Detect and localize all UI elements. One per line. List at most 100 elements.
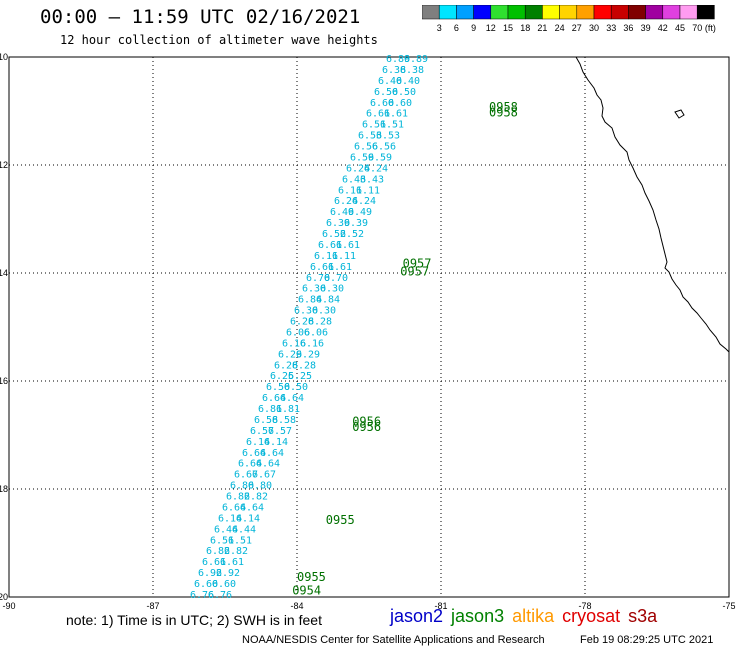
- latitude-tick-label: -18: [0, 484, 8, 494]
- mission-legend-cryosat: cryosat: [562, 606, 621, 626]
- map-frame: [8, 56, 730, 598]
- longitude-tick-label: -90: [2, 601, 15, 611]
- pass-time-label: 0954: [292, 583, 321, 597]
- longitude-tick-label: -78: [578, 601, 591, 611]
- wave-height-value: 6.56: [354, 142, 378, 153]
- footer-note: note: 1) Time is in UTC; 2) SWH is in fe…: [66, 612, 322, 628]
- wave-height-value: 6.59: [350, 152, 374, 163]
- colorbar-tick-label: 45: [675, 23, 685, 33]
- generation-timestamp: Feb 19 08:29:25 UTC 2021: [580, 634, 714, 646]
- wave-height-value: 6.61: [366, 109, 390, 120]
- wave-height-value: 6.67: [234, 470, 258, 481]
- coastline: [575, 56, 730, 353]
- wave-height-value: 6.50: [392, 87, 416, 98]
- wave-height-value: 6.61: [336, 240, 360, 251]
- mission-legend-jason3: jason3: [451, 606, 505, 626]
- colorbar-tick-label: 18: [520, 23, 530, 33]
- wave-height-value: 6.64: [260, 448, 284, 459]
- wave-height-value: 6.64: [238, 459, 262, 470]
- mission-legend-jason2: jason2: [390, 606, 444, 626]
- wave-height-value: 6.61: [328, 262, 352, 273]
- wave-height-value: 6.67: [252, 470, 276, 481]
- latitude-tick-label: -20: [0, 592, 8, 602]
- wave-height-value: 6.28: [292, 360, 316, 371]
- wave-height-value: 6.52: [340, 229, 364, 240]
- wave-height-value: 6.64: [242, 448, 266, 459]
- wave-height-value: 6.60: [388, 98, 412, 109]
- wave-height-value: 6.64: [222, 502, 246, 513]
- colorbar-tick-label: 12: [486, 23, 496, 33]
- wave-height-value: 6.84: [298, 295, 322, 306]
- wave-height-value: 6.61: [220, 557, 244, 568]
- wave-height-value: 6.52: [322, 229, 346, 240]
- wave-height-value: 6.81: [258, 404, 282, 415]
- colorbar-tick-label: 3: [437, 23, 442, 33]
- wave-height-value: 6.14: [264, 437, 288, 448]
- wave-height-value: 6.30: [294, 306, 318, 317]
- wave-height-value: 6.82: [224, 546, 248, 557]
- wave-height-value: 6.59: [368, 152, 392, 163]
- pass-time-label: 0957: [403, 257, 432, 271]
- wave-height-value: 6.24: [364, 163, 388, 174]
- credit-line: NOAA/NESDIS Center for Satellite Applica…: [242, 634, 545, 646]
- wave-height-value: 6.44: [214, 524, 238, 535]
- wave-height-value: 6.16: [300, 338, 324, 349]
- wave-height-value: 6.64: [280, 393, 304, 404]
- wave-height-value: 6.28: [290, 317, 314, 328]
- wave-height-value: 6.50: [374, 87, 398, 98]
- wave-height-value: 6.81: [276, 404, 300, 415]
- wave-height-value: 6.84: [316, 295, 340, 306]
- pass-time-label: 0958: [489, 105, 518, 119]
- wave-height-value: 6.29: [296, 349, 320, 360]
- wave-height-value: 6.64: [262, 393, 286, 404]
- wave-height-value: 6.92: [216, 568, 240, 579]
- latitude-tick-label: -16: [0, 376, 8, 386]
- longitude-tick-label: -87: [146, 601, 159, 611]
- wave-height-value: 6.30: [302, 284, 326, 295]
- wave-height-value: 6.70: [324, 273, 348, 284]
- colorbar-tick-label: 30: [589, 23, 599, 33]
- wave-height-value: 6.39: [326, 218, 350, 229]
- colorbar-tick-label: 36: [623, 23, 633, 33]
- wave-height-value: 6.29: [278, 349, 302, 360]
- wave-height-value: 6.49: [348, 207, 372, 218]
- wave-height-value: 6.11: [314, 251, 338, 262]
- wave-height-colorbar: 3 6 9 12 15 18 21 24 27 30 33 36 39 42 45 70 (ft): [422, 5, 716, 33]
- pass-time-label: 0955: [297, 570, 326, 584]
- island-outline: [674, 109, 685, 119]
- wave-height-value: 6.38: [382, 65, 406, 76]
- wave-height-value: 6.43: [342, 174, 366, 185]
- wave-height-value: 6.57: [250, 426, 274, 437]
- wave-height-value: 6.58: [272, 415, 296, 426]
- wave-height-value: 6.14: [218, 513, 242, 524]
- wave-height-value: 6.51: [210, 535, 234, 546]
- colorbar-swatch: [696, 5, 715, 20]
- wave-height-value: 6.11: [338, 185, 362, 196]
- wave-height-value: 6.06: [286, 327, 310, 338]
- colorbar-unit: (ft): [705, 23, 716, 33]
- wave-height-value: 6.30: [312, 306, 336, 317]
- wave-height-value: 6.30: [320, 284, 344, 295]
- wave-height-value: 6.92: [198, 568, 222, 579]
- mission-legend-s3a: s3a: [628, 606, 658, 626]
- colorbar-tick-label: 70: [692, 23, 702, 33]
- colorbar-tick-label: 39: [641, 23, 651, 33]
- wave-height-value: 6.16: [282, 338, 306, 349]
- pass-time-label: 0956: [352, 414, 381, 428]
- wave-height-value: 6.11: [356, 185, 380, 196]
- colorbar-tick-label: 6: [454, 23, 459, 33]
- wave-height-value: 6.51: [362, 120, 386, 131]
- wave-height-value: 6.25: [270, 371, 294, 382]
- wave-height-value: 6.60: [194, 579, 218, 590]
- wave-height-value: 6.24: [352, 196, 376, 207]
- pass-time-label: 0955: [326, 513, 355, 527]
- wave-height-value: 6.57: [268, 426, 292, 437]
- pass-time-label: 0958: [489, 100, 518, 114]
- wave-height-value: 6.70: [306, 273, 330, 284]
- wave-height-value: 6.25: [288, 371, 312, 382]
- latitude-tick-label: -10: [0, 52, 8, 62]
- pass-time-label: 0957: [400, 265, 429, 279]
- wave-height-value: 6.28: [308, 317, 332, 328]
- wave-height-value: 6.61: [310, 262, 334, 273]
- wave-height-value: 6.61: [384, 109, 408, 120]
